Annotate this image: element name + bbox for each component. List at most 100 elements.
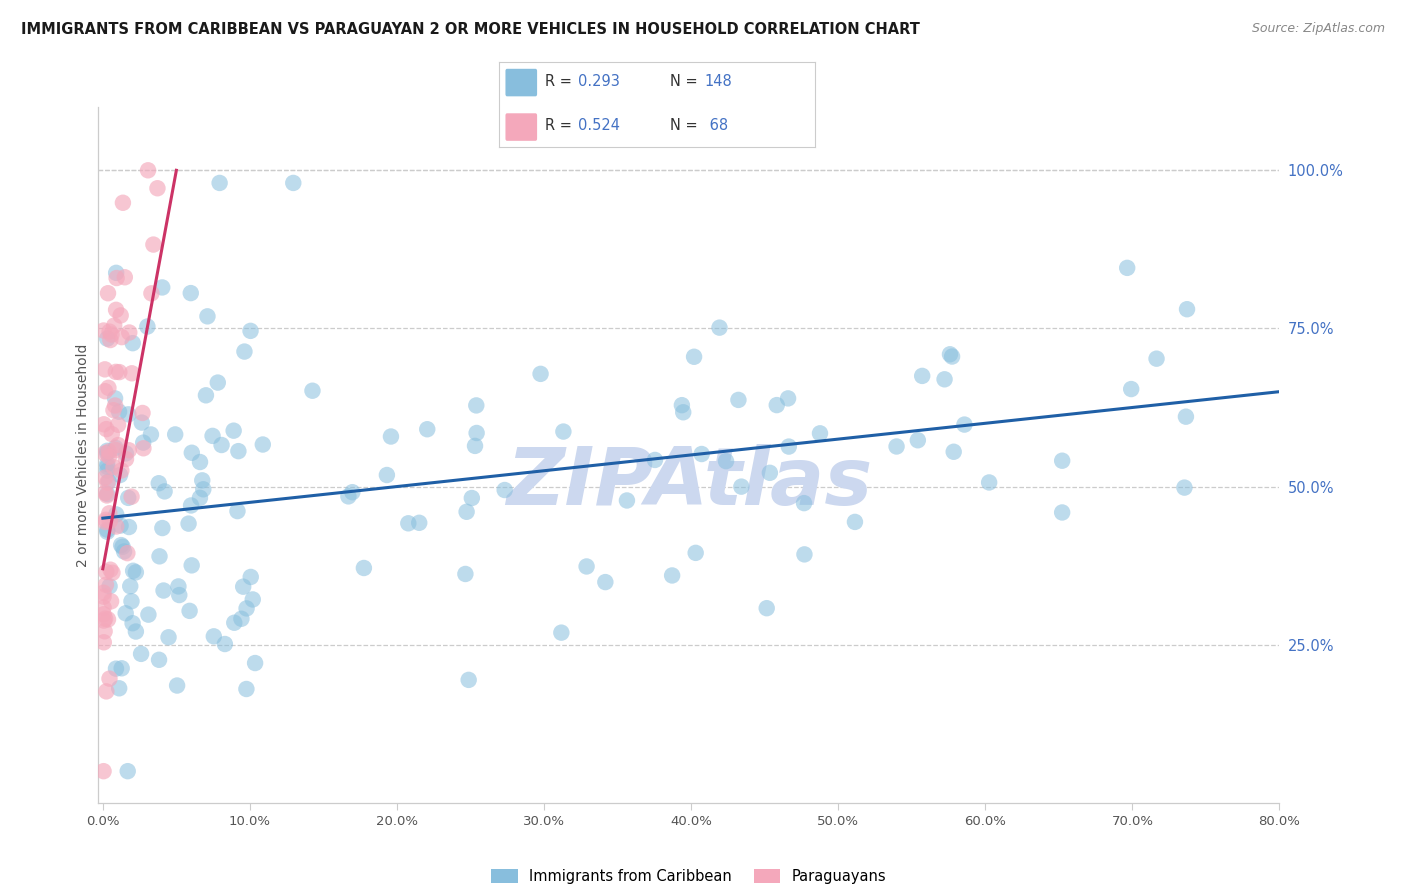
Point — [104, 442, 127, 457]
Point — [207, 376, 229, 390]
Point — [232, 580, 254, 594]
Y-axis label: 2 or more Vehicles in Household: 2 or more Vehicles in Household — [76, 343, 90, 566]
Point — [808, 426, 831, 441]
Point — [942, 444, 965, 458]
Point — [93, 600, 115, 615]
Point — [1146, 351, 1168, 366]
Point — [125, 566, 148, 580]
Point — [911, 368, 934, 383]
Point — [98, 514, 121, 528]
Point — [1174, 409, 1197, 424]
Point — [575, 559, 598, 574]
Point — [94, 470, 117, 484]
Point — [93, 635, 115, 649]
Point — [169, 588, 191, 602]
Point — [550, 625, 572, 640]
Point — [96, 475, 118, 490]
Point — [115, 452, 138, 467]
Point — [252, 437, 274, 451]
Point — [239, 324, 262, 338]
FancyBboxPatch shape — [506, 113, 537, 141]
Point — [709, 320, 731, 334]
Text: 68: 68 — [704, 119, 728, 134]
Point — [953, 417, 976, 432]
Point — [96, 684, 118, 698]
Point — [107, 438, 129, 452]
Point — [131, 406, 153, 420]
Point — [132, 442, 155, 456]
Point — [121, 490, 143, 504]
Point — [103, 403, 125, 417]
Point — [93, 417, 115, 432]
Point — [793, 496, 815, 510]
Point — [1121, 382, 1143, 396]
Point — [755, 601, 778, 615]
Point — [243, 656, 266, 670]
Point — [146, 181, 169, 195]
Point — [96, 524, 118, 539]
Point — [152, 583, 174, 598]
Point — [148, 653, 170, 667]
Point — [97, 286, 120, 301]
Point — [197, 310, 219, 324]
Point — [416, 422, 439, 436]
Point — [110, 538, 132, 552]
Point — [408, 516, 430, 530]
Point — [148, 549, 170, 564]
Point — [1116, 260, 1139, 275]
Point — [188, 455, 211, 469]
Point — [104, 441, 127, 455]
Point — [454, 566, 477, 581]
Point — [120, 579, 142, 593]
Text: R =: R = — [546, 74, 576, 89]
Point — [235, 601, 257, 615]
Point — [111, 661, 134, 675]
Point — [153, 484, 176, 499]
Point — [98, 333, 121, 347]
Point — [202, 629, 225, 643]
Point — [94, 612, 117, 626]
Point — [616, 493, 638, 508]
Point — [844, 515, 866, 529]
Point — [167, 579, 190, 593]
Point — [93, 607, 115, 622]
Point — [375, 468, 398, 483]
Point — [110, 464, 132, 478]
Point — [1173, 481, 1195, 495]
Point — [188, 491, 211, 505]
Point — [224, 615, 246, 630]
Point — [233, 344, 256, 359]
Point — [101, 427, 124, 442]
Text: N =: N = — [669, 119, 702, 134]
Point — [110, 309, 132, 323]
Point — [108, 405, 131, 419]
Point — [114, 270, 136, 285]
Point — [353, 561, 375, 575]
Point — [94, 362, 117, 376]
Point — [129, 647, 152, 661]
Point — [179, 604, 201, 618]
Point — [98, 450, 121, 464]
Point — [103, 460, 125, 475]
Point — [1175, 302, 1198, 317]
Point — [201, 429, 224, 443]
Point — [208, 176, 231, 190]
Point — [94, 513, 117, 527]
Point — [101, 566, 124, 580]
Legend: Immigrants from Caribbean, Paraguayans: Immigrants from Caribbean, Paraguayans — [485, 863, 893, 889]
Point — [104, 399, 127, 413]
Point — [94, 384, 117, 399]
Point — [165, 427, 187, 442]
Point — [672, 405, 695, 419]
Point — [105, 519, 128, 533]
Point — [138, 607, 160, 622]
Point — [191, 474, 214, 488]
Point — [121, 616, 143, 631]
Point — [727, 392, 749, 407]
FancyBboxPatch shape — [506, 69, 537, 96]
Point — [235, 681, 257, 696]
Point — [166, 679, 188, 693]
Point — [117, 546, 139, 560]
Point — [644, 453, 666, 467]
Point — [117, 491, 139, 505]
